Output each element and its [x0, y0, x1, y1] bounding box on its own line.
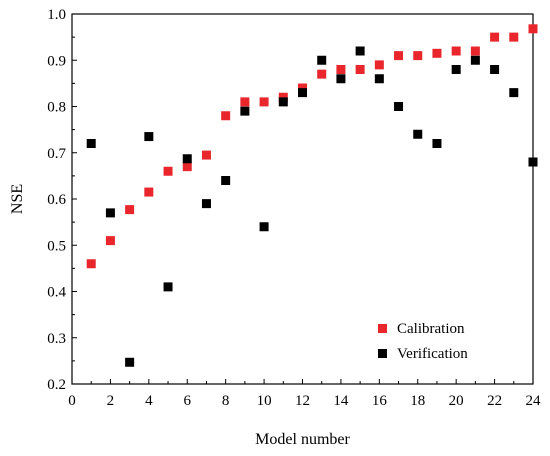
x-tick-label: 2 [107, 393, 115, 409]
point-calibration [163, 166, 173, 176]
point-calibration [470, 46, 480, 56]
point-verification [163, 282, 173, 292]
point-verification [528, 157, 538, 167]
point-calibration [413, 51, 423, 61]
point-verification [201, 199, 211, 209]
point-verification [259, 222, 269, 232]
x-tick-label: 14 [333, 393, 349, 409]
point-calibration [125, 205, 135, 215]
y-tick-label: 0.5 [47, 238, 66, 254]
point-verification [451, 65, 461, 74]
point-verification [278, 97, 288, 107]
x-tick-label: 10 [257, 393, 272, 409]
y-tick-label: 0.2 [47, 377, 66, 393]
point-calibration [298, 83, 307, 93]
y-tick-label: 0.6 [47, 192, 66, 208]
point-calibration [336, 65, 346, 74]
point-calibration [355, 65, 365, 74]
point-calibration [490, 32, 500, 42]
point-verification [509, 88, 519, 98]
point-calibration [317, 69, 327, 79]
point-verification [182, 154, 192, 164]
x-axis-title: Model number [255, 431, 350, 448]
point-calibration [105, 236, 115, 246]
legend-swatch-verification [378, 349, 387, 358]
y-tick-label: 0.9 [47, 53, 66, 69]
point-calibration [451, 46, 461, 56]
point-calibration [144, 187, 154, 197]
point-calibration [182, 162, 192, 172]
x-tick-label: 0 [68, 393, 76, 409]
x-tick-label: 16 [372, 393, 388, 409]
point-verification [240, 106, 250, 116]
point-verification [105, 208, 115, 218]
point-verification [336, 74, 346, 84]
legend-label-verification: Verification [397, 346, 468, 362]
point-calibration [201, 150, 211, 160]
point-verification [490, 65, 500, 74]
x-tick-label: 20 [449, 393, 464, 409]
x-tick-label: 24 [526, 393, 542, 409]
y-tick-label: 0.3 [47, 331, 66, 347]
y-axis: 0.2 0.3 0.4 0.5 0.6 0.7 0.8 0.9 1.0 [47, 7, 77, 393]
legend: Calibration Verification [378, 321, 468, 362]
x-axis: 0 2 4 6 8 10 12 14 16 18 20 22 24 [68, 379, 541, 409]
legend-swatch-calibration [378, 324, 387, 333]
data-points [86, 24, 538, 367]
point-verification [394, 102, 404, 111]
x-tick-label: 8 [222, 393, 230, 409]
x-tick-label: 22 [487, 393, 502, 409]
y-tick-label: 1.0 [47, 7, 66, 23]
point-calibration [86, 259, 96, 269]
x-tick-label: 12 [295, 393, 310, 409]
point-calibration [374, 60, 384, 70]
point-calibration [432, 48, 442, 58]
point-calibration [278, 92, 288, 102]
point-verification [317, 55, 327, 65]
point-calibration [259, 97, 269, 107]
y-axis-title: NSE [9, 184, 26, 214]
point-verification [432, 139, 442, 148]
y-tick-label: 0.8 [47, 100, 66, 116]
point-verification [125, 357, 135, 367]
point-verification [221, 176, 231, 185]
point-calibration [509, 32, 519, 42]
x-tick-label: 6 [184, 393, 192, 409]
point-verification [144, 132, 154, 142]
point-calibration [240, 97, 250, 107]
x-tick-label: 4 [145, 393, 153, 409]
y-tick-label: 0.4 [47, 285, 66, 301]
point-verification [86, 139, 96, 148]
point-calibration [528, 24, 538, 34]
point-calibration [221, 111, 231, 121]
point-verification [470, 55, 480, 65]
legend-label-calibration: Calibration [397, 321, 465, 337]
point-verification [374, 74, 384, 84]
point-calibration [394, 51, 404, 61]
point-verification [413, 129, 423, 139]
point-verification [298, 88, 307, 98]
y-tick-label: 0.7 [47, 146, 66, 162]
point-verification [355, 46, 365, 56]
x-tick-label: 18 [410, 393, 425, 409]
